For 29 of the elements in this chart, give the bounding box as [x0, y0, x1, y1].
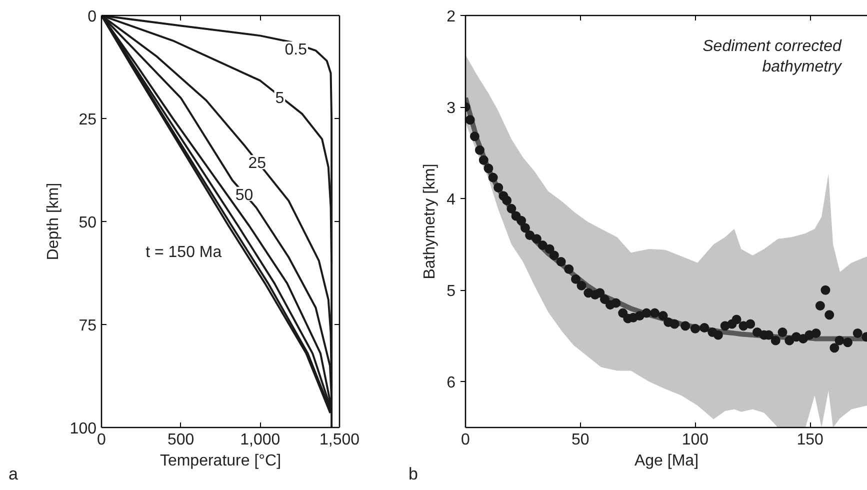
annotation: Sediment corrected bathymetry	[702, 38, 842, 76]
y-tick-label: 4	[446, 192, 456, 209]
y-tick-label: 25	[78, 112, 97, 128]
x-tick-label: 150	[796, 432, 824, 448]
y-axis-title: Bathymetry [km]	[422, 164, 439, 280]
y-axis-title: Depth [km]	[44, 182, 62, 260]
annotation: 0.5	[284, 41, 308, 58]
text: b	[408, 464, 418, 484]
annotation: t = 150 Ma	[146, 244, 222, 261]
x-tick-label: 50	[571, 432, 590, 448]
annotation: 5	[275, 90, 284, 108]
x-tick-label: 1,500	[319, 432, 360, 448]
x-tick-label: 100	[682, 432, 709, 448]
x-tick-label: 0	[461, 432, 470, 448]
y-tick-label: 2	[446, 8, 456, 26]
text: a	[8, 464, 18, 484]
y-tick-label: 100	[70, 420, 97, 438]
y-tick-label: 6	[446, 374, 456, 392]
x-axis-title: Age [Ma]	[634, 452, 699, 470]
annotation: 50	[235, 186, 254, 204]
y-tick-label: 5	[446, 283, 456, 300]
annotation: 25	[248, 155, 266, 172]
y-tick-label: 0	[88, 8, 97, 26]
y-tick-label: 75	[78, 318, 97, 334]
y-tick-label: 3	[446, 100, 456, 118]
x-axis-title: Temperature [°C]	[160, 452, 282, 470]
y-tick-label: 50	[78, 214, 97, 232]
x-tick-label: 1,000	[240, 432, 280, 448]
x-tick-label: 500	[167, 432, 194, 448]
